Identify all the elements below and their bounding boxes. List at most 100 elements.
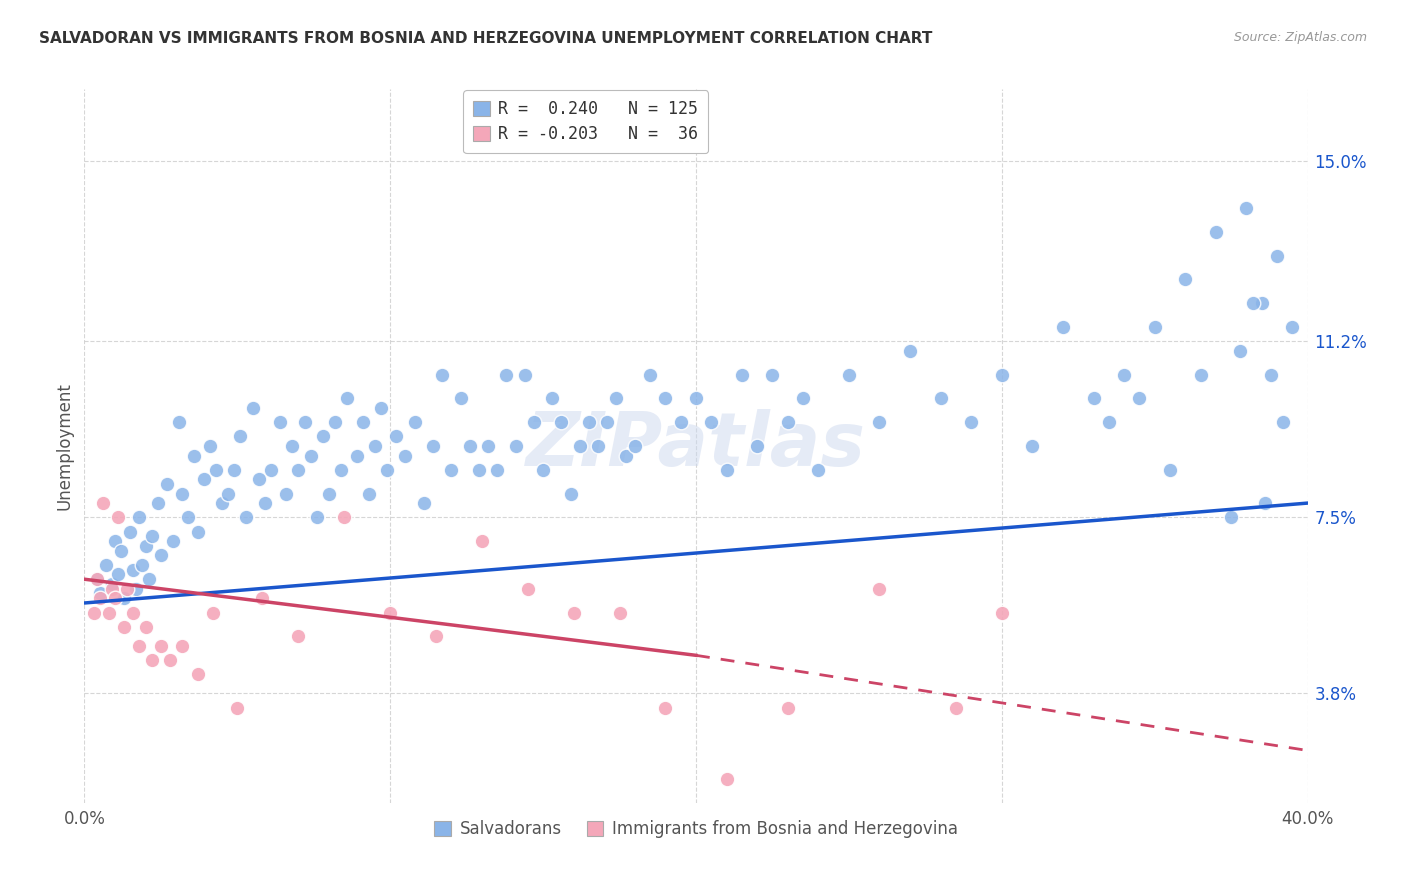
Point xyxy=(807,463,830,477)
Point xyxy=(1265,249,1288,263)
Point xyxy=(86,572,108,586)
Point xyxy=(83,606,105,620)
Point xyxy=(156,477,179,491)
Point xyxy=(776,415,799,429)
Point xyxy=(364,439,387,453)
Point xyxy=(385,429,408,443)
Point xyxy=(614,449,637,463)
Point xyxy=(929,392,952,406)
Point xyxy=(101,582,124,596)
Point xyxy=(486,463,509,477)
Point xyxy=(1229,343,1251,358)
Point xyxy=(201,606,224,620)
Point xyxy=(186,667,208,681)
Point xyxy=(260,463,283,477)
Point xyxy=(253,496,276,510)
Point xyxy=(1281,320,1303,334)
Point xyxy=(281,439,304,453)
Point xyxy=(1189,368,1212,382)
Point xyxy=(1021,439,1043,453)
Point xyxy=(404,415,426,429)
Point xyxy=(568,439,591,453)
Point xyxy=(776,700,799,714)
Point xyxy=(609,606,631,620)
Point xyxy=(560,486,582,500)
Point xyxy=(104,534,127,549)
Point xyxy=(422,439,444,453)
Point xyxy=(276,486,298,500)
Point xyxy=(1143,320,1166,334)
Point xyxy=(541,392,564,406)
Point xyxy=(562,606,585,620)
Point xyxy=(242,401,264,415)
Point xyxy=(1254,496,1277,510)
Y-axis label: Unemployment: Unemployment xyxy=(55,382,73,510)
Point xyxy=(229,429,252,443)
Point xyxy=(1098,415,1121,429)
Point xyxy=(370,401,392,415)
Point xyxy=(86,572,108,586)
Point xyxy=(128,510,150,524)
Point xyxy=(112,620,135,634)
Text: SALVADORAN VS IMMIGRANTS FROM BOSNIA AND HERZEGOVINA UNEMPLOYMENT CORRELATION CH: SALVADORAN VS IMMIGRANTS FROM BOSNIA AND… xyxy=(39,31,932,46)
Point xyxy=(211,496,233,510)
Point xyxy=(146,496,169,510)
Point xyxy=(869,415,891,429)
Point xyxy=(135,620,157,634)
Point xyxy=(159,653,181,667)
Point xyxy=(162,534,184,549)
Point xyxy=(531,463,554,477)
Point xyxy=(217,486,239,500)
Point xyxy=(97,606,120,620)
Point xyxy=(186,524,208,539)
Point xyxy=(269,415,291,429)
Point xyxy=(1260,368,1282,382)
Point xyxy=(167,415,190,429)
Point xyxy=(122,606,145,620)
Point xyxy=(104,591,127,606)
Point xyxy=(226,700,249,714)
Point xyxy=(685,392,707,406)
Point xyxy=(336,392,359,406)
Point xyxy=(468,463,491,477)
Point xyxy=(330,463,353,477)
Point xyxy=(596,415,619,429)
Point xyxy=(205,463,228,477)
Point xyxy=(523,415,546,429)
Point xyxy=(654,700,676,714)
Point xyxy=(495,368,517,382)
Point xyxy=(247,472,270,486)
Point xyxy=(550,415,572,429)
Point xyxy=(747,439,769,453)
Point xyxy=(101,577,124,591)
Point xyxy=(294,415,316,429)
Point xyxy=(716,463,738,477)
Point xyxy=(287,629,309,643)
Point xyxy=(505,439,527,453)
Point xyxy=(235,510,257,524)
Point xyxy=(458,439,481,453)
Point xyxy=(1114,368,1136,382)
Point xyxy=(380,606,402,620)
Point xyxy=(333,510,356,524)
Point xyxy=(312,429,335,443)
Point xyxy=(450,392,472,406)
Point xyxy=(898,343,921,358)
Point xyxy=(375,463,398,477)
Point xyxy=(172,639,194,653)
Point xyxy=(624,439,647,453)
Point xyxy=(107,510,129,524)
Point xyxy=(193,472,215,486)
Point xyxy=(128,639,150,653)
Point xyxy=(141,529,163,543)
Point xyxy=(1128,392,1150,406)
Point xyxy=(107,567,129,582)
Point xyxy=(89,586,111,600)
Point xyxy=(578,415,600,429)
Point xyxy=(172,486,194,500)
Point xyxy=(94,558,117,572)
Point xyxy=(352,415,374,429)
Point xyxy=(430,368,453,382)
Point xyxy=(112,591,135,606)
Point xyxy=(477,439,499,453)
